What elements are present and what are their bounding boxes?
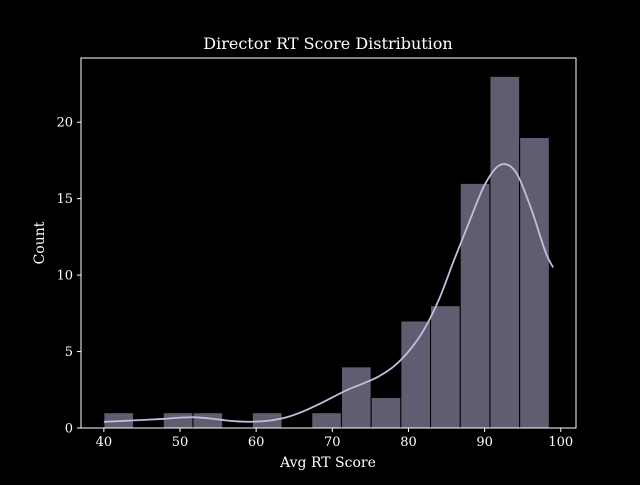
y-axis-ticks: 0 5 10 15 20 xyxy=(56,116,81,437)
y-tick-label: 20 xyxy=(56,116,73,131)
x-tick-label: 40 xyxy=(96,435,113,450)
y-tick-label: 15 xyxy=(56,192,73,207)
x-tick-label: 80 xyxy=(400,435,417,450)
x-tick-label: 100 xyxy=(548,435,573,450)
y-tick-label: 10 xyxy=(56,269,73,284)
kde-curve xyxy=(103,163,554,423)
chart-title: Director RT Score Distribution xyxy=(203,34,452,53)
x-tick-label: 60 xyxy=(248,435,265,450)
y-tick-label: 0 xyxy=(65,422,73,437)
y-tick-label: 5 xyxy=(65,345,73,360)
histogram-bar xyxy=(430,305,461,429)
histogram-bar xyxy=(370,396,402,429)
bars-layer xyxy=(103,75,550,429)
histogram-bar xyxy=(162,412,194,429)
histogram-bar xyxy=(400,320,432,429)
histogram-bar xyxy=(311,412,342,429)
kde-layer xyxy=(103,163,554,423)
x-tick-label: 70 xyxy=(324,435,341,450)
histogram-bar xyxy=(459,182,491,429)
x-axis-label: Avg RT Score xyxy=(279,455,376,471)
histogram-bar xyxy=(340,366,372,429)
x-tick-label: 50 xyxy=(172,435,189,450)
histogram-bar xyxy=(519,137,550,429)
plot-frame xyxy=(80,57,577,429)
histogram-bar xyxy=(489,75,521,429)
x-axis-ticks: 40 50 60 70 80 90 100 xyxy=(96,428,573,450)
x-tick-label: 90 xyxy=(476,435,493,450)
y-axis-label: Count xyxy=(32,221,48,264)
